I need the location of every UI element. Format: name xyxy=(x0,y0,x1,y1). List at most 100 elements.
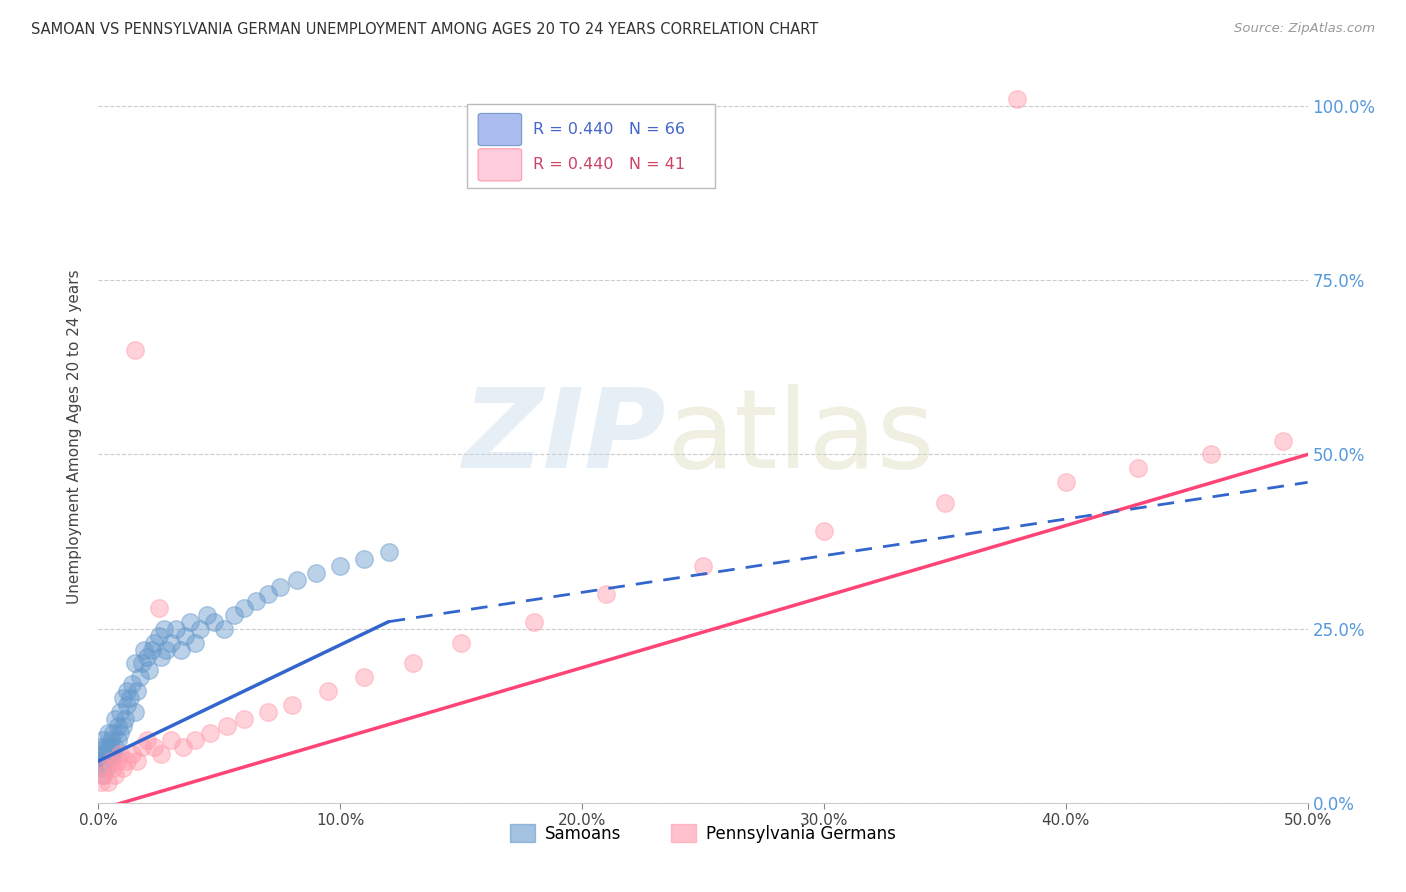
Point xyxy=(91,768,114,782)
Point xyxy=(160,635,183,649)
Point xyxy=(141,642,163,657)
Point xyxy=(91,754,114,768)
Point xyxy=(1128,461,1150,475)
Point xyxy=(353,552,375,566)
Point xyxy=(94,747,117,761)
Text: R = 0.440   N = 41: R = 0.440 N = 41 xyxy=(533,157,685,172)
Point xyxy=(169,642,191,657)
Point xyxy=(232,600,254,615)
Point xyxy=(1199,448,1222,462)
Point xyxy=(97,775,120,789)
Point xyxy=(117,698,139,713)
Point xyxy=(204,615,226,629)
Point xyxy=(285,573,308,587)
Point xyxy=(1007,92,1029,106)
Point xyxy=(172,740,194,755)
Point xyxy=(124,657,146,671)
Point xyxy=(121,747,143,761)
Point xyxy=(94,740,117,755)
Point xyxy=(97,754,120,768)
Point xyxy=(138,664,160,678)
Point xyxy=(184,635,207,649)
Point xyxy=(150,649,173,664)
Point xyxy=(111,761,134,775)
Point xyxy=(127,684,149,698)
Point xyxy=(134,642,156,657)
Point xyxy=(135,733,157,747)
Point xyxy=(595,587,617,601)
Point xyxy=(195,607,218,622)
Point xyxy=(143,740,166,755)
Point xyxy=(316,684,339,698)
Point xyxy=(353,670,375,684)
Point xyxy=(111,719,134,733)
Point xyxy=(305,566,328,580)
Point xyxy=(104,740,127,755)
Point xyxy=(160,733,183,747)
Text: SAMOAN VS PENNSYLVANIA GERMAN UNEMPLOYMENT AMONG AGES 20 TO 24 YEARS CORRELATION: SAMOAN VS PENNSYLVANIA GERMAN UNEMPLOYME… xyxy=(31,22,818,37)
Point xyxy=(148,600,170,615)
Point xyxy=(256,705,278,719)
Point xyxy=(94,761,117,775)
Point xyxy=(124,343,146,357)
Point xyxy=(100,733,122,747)
Point xyxy=(101,747,124,761)
Point xyxy=(90,761,112,775)
Point xyxy=(101,726,124,740)
Point xyxy=(127,754,149,768)
Point xyxy=(131,657,153,671)
Point xyxy=(91,768,114,782)
Point xyxy=(269,580,291,594)
Point xyxy=(107,719,129,733)
Point xyxy=(212,622,235,636)
Point xyxy=(94,754,117,768)
Text: Source: ZipAtlas.com: Source: ZipAtlas.com xyxy=(1234,22,1375,36)
FancyBboxPatch shape xyxy=(478,149,522,181)
Text: R = 0.440   N = 66: R = 0.440 N = 66 xyxy=(533,122,685,137)
Point xyxy=(215,719,238,733)
Point xyxy=(94,761,117,775)
Y-axis label: Unemployment Among Ages 20 to 24 years: Unemployment Among Ages 20 to 24 years xyxy=(67,269,83,605)
Point xyxy=(188,622,211,636)
Point xyxy=(117,684,139,698)
Point xyxy=(692,558,714,573)
Point xyxy=(155,642,177,657)
Point xyxy=(124,705,146,719)
Point xyxy=(101,761,124,775)
Point xyxy=(108,726,131,740)
Point xyxy=(148,629,170,643)
FancyBboxPatch shape xyxy=(467,104,716,188)
Point xyxy=(1054,475,1077,490)
Point xyxy=(281,698,304,713)
Point xyxy=(128,670,150,684)
Point xyxy=(1272,434,1295,448)
Point xyxy=(179,615,201,629)
Point xyxy=(90,775,112,789)
Point xyxy=(232,712,254,726)
FancyBboxPatch shape xyxy=(478,113,522,145)
Point xyxy=(934,496,956,510)
Point xyxy=(135,649,157,664)
Point xyxy=(150,747,173,761)
Point xyxy=(118,691,141,706)
Point xyxy=(450,635,472,649)
Point xyxy=(100,740,122,755)
Point xyxy=(90,740,112,755)
Point xyxy=(165,622,187,636)
Point xyxy=(97,740,120,755)
Point xyxy=(91,733,114,747)
Point xyxy=(256,587,278,601)
Point xyxy=(117,754,139,768)
Point xyxy=(245,594,267,608)
Point xyxy=(107,754,129,768)
Point xyxy=(104,712,127,726)
Point xyxy=(107,733,129,747)
Point xyxy=(813,524,835,538)
Point xyxy=(111,691,134,706)
Point xyxy=(402,657,425,671)
Point xyxy=(100,747,122,761)
Point xyxy=(377,545,399,559)
Point xyxy=(131,740,153,755)
Point xyxy=(222,607,245,622)
Text: atlas: atlas xyxy=(666,384,935,491)
